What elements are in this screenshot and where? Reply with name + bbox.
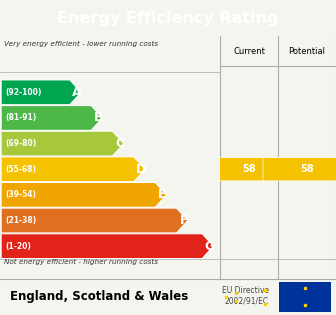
Polygon shape — [1, 106, 102, 130]
Polygon shape — [1, 208, 188, 233]
Polygon shape — [1, 157, 145, 182]
Text: (55-68): (55-68) — [5, 165, 37, 174]
FancyBboxPatch shape — [279, 282, 331, 312]
Text: (39-54): (39-54) — [5, 190, 37, 199]
Polygon shape — [1, 80, 81, 105]
Text: (92-100): (92-100) — [5, 88, 42, 97]
Text: Potential: Potential — [289, 47, 326, 56]
Text: (81-91): (81-91) — [5, 113, 37, 123]
Text: EU Directive
2002/91/EC: EU Directive 2002/91/EC — [222, 286, 269, 306]
Text: Current: Current — [233, 47, 265, 56]
Text: 58: 58 — [242, 164, 256, 174]
Polygon shape — [1, 131, 124, 156]
Text: England, Scotland & Wales: England, Scotland & Wales — [10, 290, 188, 303]
Text: B: B — [94, 112, 103, 124]
Point — [234, 299, 239, 304]
Point — [263, 302, 268, 307]
Point — [234, 290, 239, 295]
Point — [302, 286, 308, 291]
Text: Not energy efficient - higher running costs: Not energy efficient - higher running co… — [4, 259, 158, 265]
Text: D: D — [136, 163, 146, 176]
Polygon shape — [1, 234, 213, 259]
Polygon shape — [205, 158, 293, 181]
Polygon shape — [263, 158, 336, 181]
Text: C: C — [115, 137, 124, 150]
Text: G: G — [204, 240, 215, 253]
Text: Very energy efficient - lower running costs: Very energy efficient - lower running co… — [4, 41, 159, 47]
Text: F: F — [180, 214, 188, 227]
Point — [223, 294, 228, 299]
Polygon shape — [1, 182, 167, 207]
Text: Energy Efficiency Rating: Energy Efficiency Rating — [57, 11, 279, 26]
Point — [302, 303, 308, 308]
Point — [263, 287, 268, 292]
Text: 58: 58 — [300, 164, 314, 174]
Text: (1-20): (1-20) — [5, 242, 31, 251]
Text: (69-80): (69-80) — [5, 139, 37, 148]
Text: A: A — [72, 86, 82, 99]
Text: E: E — [158, 188, 167, 201]
Text: (21-38): (21-38) — [5, 216, 37, 225]
